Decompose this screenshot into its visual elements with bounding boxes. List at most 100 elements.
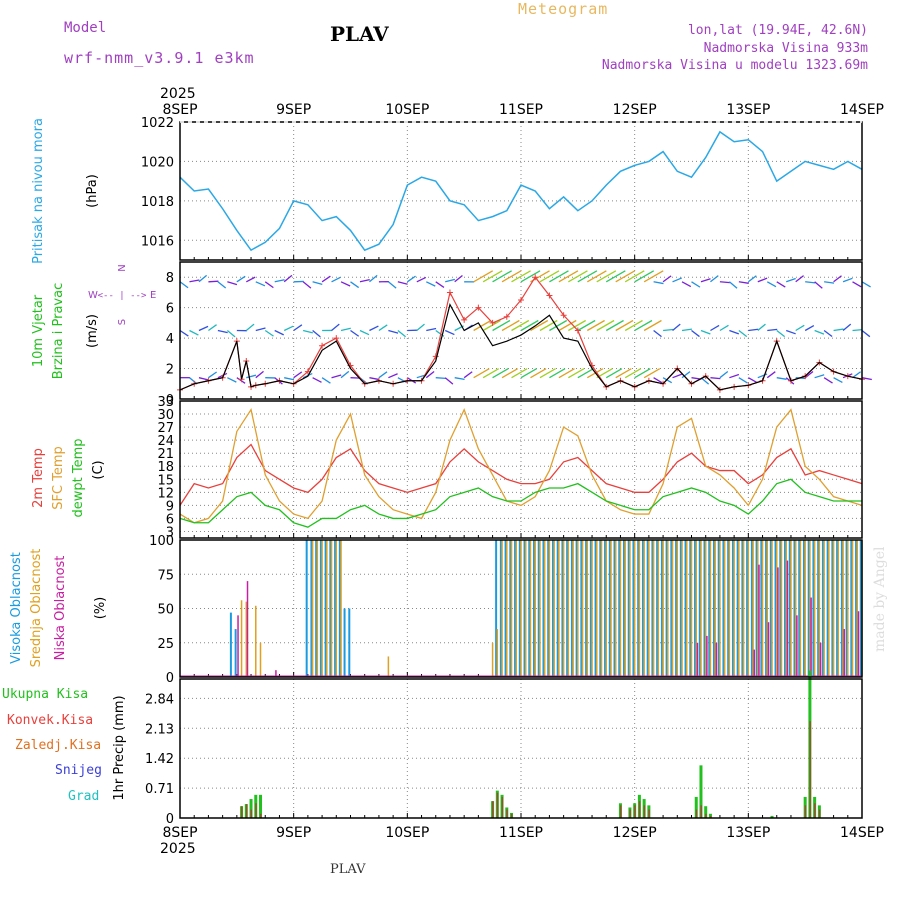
wind-arrow <box>520 319 539 332</box>
wind-gust-marker <box>461 316 468 323</box>
wind-arrow <box>331 276 341 283</box>
wind-arrow <box>710 275 719 283</box>
x-year-top: 2025 <box>160 86 196 102</box>
wind-arrow <box>255 370 264 379</box>
x-year-bottom: 2025 <box>160 841 196 857</box>
wind-arrow <box>776 329 786 338</box>
wind-arrow <box>359 329 370 336</box>
wind-arrow <box>473 270 494 283</box>
station-title: PLAV <box>330 22 389 46</box>
wind-gust-marker <box>333 335 340 342</box>
x-tick-label-top: 13SEP <box>726 102 770 118</box>
wind-arrow <box>179 329 189 337</box>
wind-arrow <box>378 371 388 379</box>
wind-arrow <box>719 324 729 332</box>
wind-ylabel-main: 10m Vjetar <box>31 294 46 367</box>
x-tick-label-bottom: 11SEP <box>499 825 543 841</box>
wind-arrow <box>757 323 766 331</box>
precip-total-bar <box>249 799 253 818</box>
precip-conv-bar <box>809 721 811 818</box>
wind-gust-marker <box>503 313 510 320</box>
wind-arrow <box>246 276 256 283</box>
wind-arrow <box>605 270 626 283</box>
wind-arrow <box>672 323 681 331</box>
wind-arrow <box>861 281 871 288</box>
wind-arrow <box>426 327 437 332</box>
precip-conv-bar <box>804 805 807 818</box>
precip-total-bar <box>694 796 698 818</box>
wind-arrow <box>568 368 585 379</box>
precip-total-bar <box>704 806 708 818</box>
x-tick-label-top: 12SEP <box>613 102 657 118</box>
credit-label: made by Angel <box>872 546 888 653</box>
wind-arrow <box>568 319 587 332</box>
precip-conv-bar <box>700 805 702 818</box>
wind-arrow <box>435 281 445 288</box>
cloud-y-tick: 75 <box>157 568 174 583</box>
wind-arrow <box>520 368 537 379</box>
wind-arrow <box>577 270 598 283</box>
wind-gust-marker <box>446 289 453 296</box>
temp-y-tick: 3 <box>166 525 174 540</box>
precip-conv-bar <box>643 805 646 818</box>
wind-arrow <box>284 377 295 381</box>
cloud-y-tick: 50 <box>157 603 174 618</box>
wind-arrow <box>653 377 663 384</box>
wind-gust-marker <box>518 297 524 304</box>
precip-conv-bar <box>814 803 816 818</box>
precip-panel-frame <box>179 678 863 819</box>
wind-arrow <box>321 275 331 283</box>
wind-arrow <box>776 281 786 288</box>
wind-arrow <box>833 377 843 384</box>
wind-arrow <box>767 328 778 332</box>
x-tick-label-top: 8SEP <box>162 102 197 118</box>
wind-arrow <box>634 319 653 332</box>
pressure-y-tick: 1022 <box>141 116 174 131</box>
wind-arrow <box>823 329 833 338</box>
wind-arrow <box>824 281 835 284</box>
wind-arrow <box>217 281 227 289</box>
wind-arrow <box>719 281 730 284</box>
wind-arrow <box>672 277 683 283</box>
wind-arrow <box>700 377 710 385</box>
wind-arrow <box>586 319 605 332</box>
wind-arrow <box>852 328 863 332</box>
compass-arrows: <-- | --> <box>98 291 147 301</box>
precip-conv-bar <box>619 805 622 818</box>
wind-arrow <box>681 371 691 379</box>
temp-y-tick: 9 <box>166 499 174 514</box>
temp-y-tick: 27 <box>157 421 174 436</box>
wind-arrow <box>189 329 199 336</box>
meteogram-title: Meteogram <box>518 0 609 18</box>
wind-arrow <box>198 274 208 283</box>
wind-arrow <box>549 368 566 379</box>
wind-arrow <box>369 325 379 332</box>
wind-arrow <box>198 377 209 381</box>
precip-conv-bar <box>709 815 712 818</box>
wind-gust-marker <box>546 292 553 299</box>
clouds-panel-frame <box>179 539 863 678</box>
wind-arrow <box>634 368 651 379</box>
wind-arrow <box>568 270 588 283</box>
wind-arrow <box>520 270 541 283</box>
temp-ylabel-sfc: SFC Temp <box>51 446 66 510</box>
wind-arrow <box>691 281 701 288</box>
wind-arrow <box>663 328 674 332</box>
wind-arrow <box>302 281 312 289</box>
temp-unit: (C) <box>91 460 106 479</box>
wind-arrow <box>246 374 257 379</box>
temp2m-line <box>179 443 863 506</box>
compass-n: N <box>117 264 128 271</box>
wind-arrow <box>397 329 407 338</box>
wind-speed-line <box>179 302 863 391</box>
wind-arrow <box>511 270 531 283</box>
precip-legend-0: Ukupna Kisa <box>2 687 88 702</box>
precip-y-tick: 2.84 <box>145 692 174 707</box>
temp-y-tick: 12 <box>157 486 174 501</box>
temp-y-tick: 24 <box>157 434 174 449</box>
wind-arrow <box>577 368 594 379</box>
precip-y-tick: 0 <box>166 812 174 827</box>
wind-arrow <box>719 371 729 379</box>
